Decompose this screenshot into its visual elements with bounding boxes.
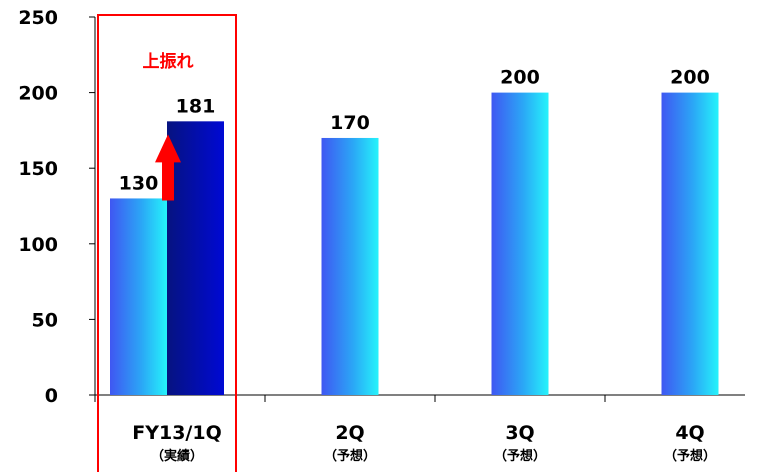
data-label: 200 xyxy=(670,67,710,89)
data-label: 170 xyxy=(330,112,370,134)
up-arrow-icon xyxy=(155,134,181,201)
y-tick-label: 200 xyxy=(18,83,58,105)
x-category-label: 3Q xyxy=(505,422,534,444)
y-axis: 0 50 100 150 200 250 xyxy=(18,7,96,407)
x-category-label: 2Q xyxy=(335,422,364,444)
x-category-sublabel: （予想） xyxy=(494,448,546,464)
y-tick-label: 0 xyxy=(45,385,58,407)
bar-series1 xyxy=(491,92,549,395)
y-tick-label: 250 xyxy=(18,7,58,29)
y-tick-label: 150 xyxy=(18,158,58,180)
data-label: 130 xyxy=(119,172,159,194)
annotation-label: 上振れ xyxy=(143,51,194,72)
bar-series2 xyxy=(167,121,224,395)
x-category-label: 4Q xyxy=(675,422,704,444)
data-label: 200 xyxy=(500,67,540,89)
x-category-sublabel: （実績） xyxy=(151,448,203,464)
x-category-sublabel: （予想） xyxy=(664,448,716,464)
y-tick-label: 50 xyxy=(32,309,58,331)
bars: 130 170 200 200 181 xyxy=(110,67,719,395)
y-tick-label: 100 xyxy=(18,234,58,256)
x-category-label: FY13/1Q xyxy=(132,422,222,444)
data-label: 181 xyxy=(176,95,216,117)
bar-series1 xyxy=(321,137,379,395)
bar-series1 xyxy=(661,92,719,395)
bar-series1 xyxy=(110,198,167,395)
annotations: 上振れ xyxy=(97,14,237,472)
x-category-sublabel: （予想） xyxy=(324,448,376,464)
x-axis: FY13/1Q （実績） 2Q （予想） 3Q （予想） 4Q （予想） xyxy=(94,394,745,464)
highlight-box xyxy=(97,14,237,472)
